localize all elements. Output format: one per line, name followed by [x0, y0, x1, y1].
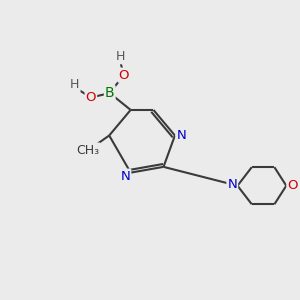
Text: O: O [118, 69, 129, 82]
Text: N: N [227, 178, 237, 191]
Text: H: H [70, 79, 80, 92]
Text: H: H [116, 50, 125, 63]
Text: O: O [85, 91, 96, 104]
Text: O: O [287, 179, 298, 192]
Text: N: N [176, 129, 186, 142]
Text: B: B [105, 86, 115, 100]
Text: CH₃: CH₃ [76, 143, 100, 157]
Text: N: N [121, 169, 130, 183]
